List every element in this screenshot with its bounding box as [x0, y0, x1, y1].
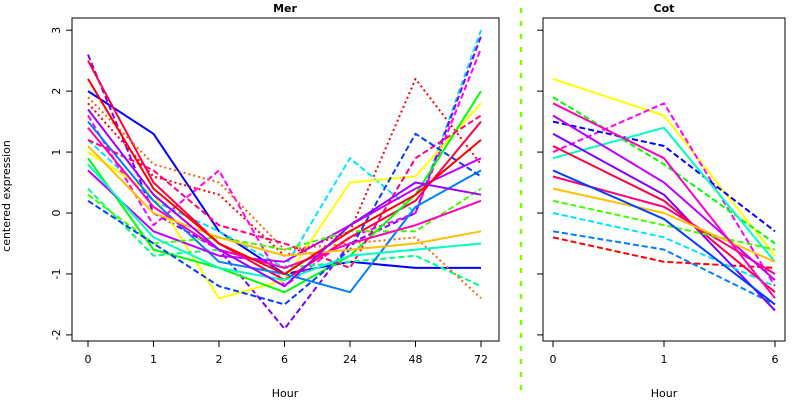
series-line [87, 132, 482, 306]
series-line [87, 127, 482, 269]
x-tick-label: 24 [343, 353, 357, 366]
series-line [87, 78, 482, 275]
series-lines-layer [87, 29, 776, 330]
axes-layer: 0 1 2 6 24 48 72 -2 -1 0 1 2 3 0 1 6 [50, 27, 779, 366]
series-line [552, 199, 776, 251]
series-line [87, 102, 482, 300]
series-line [552, 126, 776, 263]
series-line [552, 102, 776, 287]
series-line [552, 102, 776, 299]
x-tick-label: 6 [772, 353, 779, 366]
series-line [552, 169, 776, 306]
mer-title: Mer [273, 2, 297, 15]
series-line [87, 96, 482, 300]
cot-x-axis-label: Hour [651, 387, 678, 400]
series-line [87, 114, 482, 269]
x-tick-label: 0 [85, 353, 92, 366]
series-line [552, 114, 776, 281]
series-line [552, 236, 776, 269]
series-line [552, 120, 776, 233]
series-line [87, 163, 482, 282]
series-line [87, 145, 482, 257]
x-tick-label: 48 [409, 353, 423, 366]
mer-plot-frame [71, 17, 500, 342]
x-tick-label: 0 [550, 353, 557, 366]
series-line [552, 132, 776, 312]
series-line [552, 187, 776, 263]
cot-plot-frame [542, 17, 786, 342]
y-tick-label: -2 [50, 329, 63, 340]
series-line [87, 157, 482, 263]
series-line [552, 145, 776, 293]
y-axis-label: centered expression [0, 140, 13, 252]
y-tick-label: 2 [50, 88, 63, 95]
y-tick-label: -1 [50, 268, 63, 279]
y-tick-label: 0 [50, 210, 63, 217]
x-tick-label: 2 [216, 353, 223, 366]
cot-title: Cot [654, 2, 675, 15]
series-line [87, 29, 482, 269]
series-line [552, 230, 776, 306]
x-tick-label: 1 [150, 353, 157, 366]
series-line [87, 108, 482, 288]
mer-x-axis-label: Hour [272, 387, 299, 400]
series-line [552, 212, 776, 288]
y-tick-label: 3 [50, 27, 63, 34]
x-tick-label: 72 [474, 353, 488, 366]
y-tick-label: 1 [50, 149, 63, 156]
x-tick-label: 6 [281, 353, 288, 366]
series-line [552, 77, 776, 257]
x-tick-label: 1 [661, 353, 668, 366]
series-line [87, 187, 482, 251]
